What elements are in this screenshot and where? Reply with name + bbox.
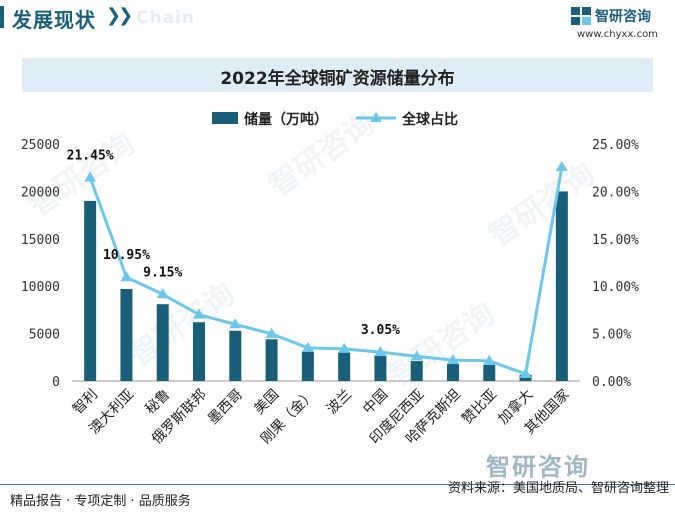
bar (229, 330, 242, 381)
right-axis-tick-label: 5.00% (592, 328, 631, 343)
line-point (120, 271, 133, 282)
legend-label: 全球占比 (401, 111, 458, 128)
header-watermark: Chain (136, 8, 195, 28)
bar (120, 289, 133, 381)
data-label: 10.95% (103, 248, 150, 263)
category-label: 智利 (70, 387, 101, 418)
category-label: 波兰 (324, 387, 355, 418)
bar (156, 304, 169, 381)
share-line (88, 166, 564, 376)
data-label: 9.15% (143, 265, 182, 280)
left-axis-tick-label: 0 (52, 375, 60, 390)
data-label: 21.45% (67, 149, 114, 164)
bottom-brand-watermark: 智研咨询 (486, 453, 590, 481)
line-point (301, 341, 314, 352)
header-accent-bar (0, 6, 4, 28)
bar (338, 352, 351, 381)
legend-line-marker (370, 112, 382, 122)
category-label: 中国 (360, 387, 391, 418)
category-label: 赞比亚 (459, 387, 500, 428)
line-point (519, 367, 532, 378)
legend-label: 储量（万吨） (243, 111, 328, 128)
bar (447, 363, 459, 381)
left-axis-tick-label: 25000 (21, 138, 60, 153)
left-axis-tick-label: 5000 (29, 328, 60, 343)
line-point (265, 327, 278, 338)
line-point (84, 171, 97, 182)
bar (483, 364, 496, 381)
line-point (483, 354, 496, 365)
right-axis-tick-label: 15.00% (592, 233, 639, 248)
category-label: 墨西哥 (205, 387, 246, 428)
right-axis-tick-label: 25.00% (592, 138, 639, 153)
bar (265, 339, 278, 381)
right-axis-tick-label: 20.00% (592, 185, 639, 200)
brand-url: www.chyxx.com (577, 29, 658, 40)
right-axis-tick-label: 10.00% (592, 280, 639, 295)
header: 发展现状 ❯❯ Chain (0, 0, 675, 36)
left-axis-tick-label: 20000 (21, 185, 60, 200)
left-axis-tick-label: 15000 (21, 233, 60, 248)
bar (410, 361, 423, 381)
category-label: 美国 (251, 387, 282, 418)
line-point (156, 288, 169, 299)
chart-title: 2022年全球铜矿资源储量分布 (220, 69, 455, 89)
line-point (338, 342, 351, 353)
brand-logo-icon (571, 7, 591, 25)
line-point (555, 160, 568, 171)
section-title: 发展现状 (12, 8, 96, 32)
line-point (374, 346, 387, 357)
line-point (193, 308, 205, 319)
line-point (410, 350, 423, 361)
data-label: 3.05% (361, 323, 400, 338)
category-label: 秘鲁 (142, 387, 173, 418)
bar (84, 200, 97, 381)
footer-divider (0, 484, 675, 485)
double-chevron-icon: ❯❯ (106, 5, 133, 26)
line-point (229, 318, 242, 329)
footer-slogan: 精品报告 · 专项定制 · 品质服务 (10, 494, 191, 509)
bar (555, 191, 568, 381)
bar (301, 351, 314, 381)
legend-bar-swatch (212, 112, 238, 124)
brand-logo: 智研咨询 www.chyxx.com (571, 4, 675, 44)
bar (193, 322, 205, 381)
source-note: 资料来源：美国地质局、智研咨询整理 (447, 481, 669, 496)
right-axis-tick-label: 0.00% (592, 375, 631, 390)
brand-name: 智研咨询 (595, 9, 651, 25)
bar (374, 355, 387, 381)
left-axis-tick-label: 10000 (21, 280, 60, 295)
chart-title-band: 2022年全球铜矿资源储量分布 (22, 58, 653, 92)
line-point (447, 354, 459, 365)
